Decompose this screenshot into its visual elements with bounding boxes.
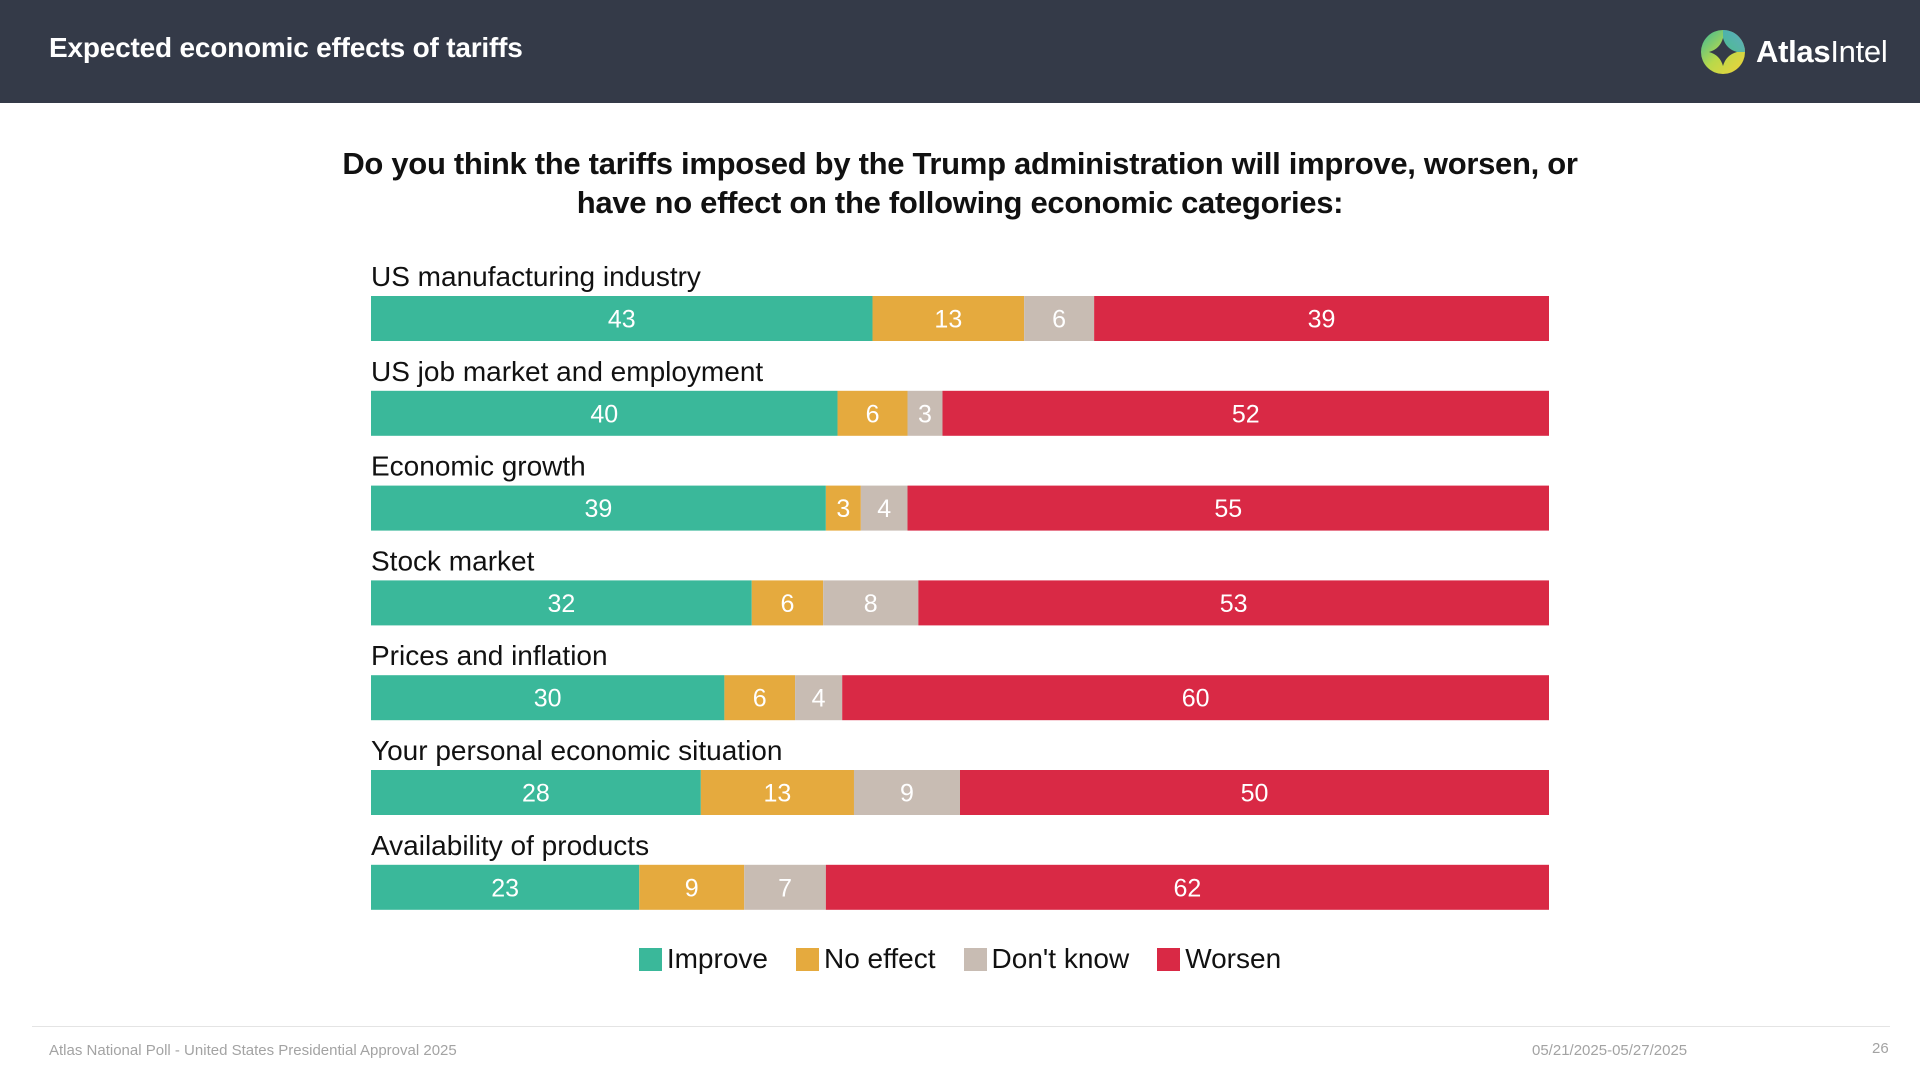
atlasintel-logo: AtlasIntel [1700, 28, 1888, 76]
bar-value-label: 13 [764, 780, 792, 808]
category-label: Stock market [371, 545, 535, 576]
bar-segment-worsen [1094, 296, 1549, 341]
bar-value-label: 6 [781, 590, 795, 618]
bar-segment-improve [371, 580, 752, 626]
category-label: US manufacturing industry [371, 261, 701, 292]
bar-value-label: 32 [547, 590, 575, 618]
bar-segment-improve [371, 390, 838, 436]
bar-segment-improve [371, 296, 873, 341]
logo-text-light: Intel [1830, 34, 1888, 69]
legend-item-dont-know: Don't know [963, 943, 1130, 975]
bar-segment-worsen [842, 675, 1549, 721]
bar-value-label: 28 [522, 780, 550, 808]
category-label: US job market and employment [371, 356, 763, 387]
bar-value-label: 52 [1232, 400, 1260, 428]
bar-value-label: 7 [778, 874, 792, 902]
bar-segment-worsen [825, 864, 1549, 910]
bar-segment-dont-know [823, 580, 919, 626]
legend-swatch [795, 947, 819, 971]
footer-divider [32, 1026, 1890, 1027]
bar-value-label: 6 [866, 400, 880, 428]
bar-segment-dont-know [744, 864, 826, 910]
bar-value-label: 3 [918, 400, 932, 428]
legend-label: Don't know [991, 943, 1130, 974]
bar-segment-dont-know [795, 675, 843, 721]
chart-legend: Improve No effect Don't know Worsen [0, 943, 1920, 975]
bar-value-label: 4 [877, 495, 891, 523]
bar-value-label: 9 [900, 780, 914, 808]
bar-segment-no-effect [825, 485, 861, 531]
bar-segment-worsen [942, 390, 1549, 436]
legend-swatch [638, 947, 662, 971]
bar-segment-improve [371, 675, 725, 721]
bar-segment-improve [371, 864, 640, 910]
legend-item-improve: Improve [638, 943, 768, 975]
bar-segment-no-effect [751, 580, 824, 626]
bar-value-label: 6 [753, 685, 767, 713]
bar-value-label: 23 [491, 874, 519, 902]
bar-value-label: 62 [1174, 874, 1202, 902]
page-title: Expected economic effects of tariffs [49, 32, 523, 63]
bar-segment-dont-know [907, 390, 943, 436]
legend-label: Improve [666, 943, 768, 974]
bar-segment-no-effect [872, 296, 1025, 341]
category-label: Availability of products [371, 830, 649, 861]
bar-segment-improve [371, 770, 701, 815]
bar-value-label: 53 [1220, 590, 1248, 618]
category-label: Your personal economic situation [371, 735, 782, 766]
legend-item-no-effect: No effect [795, 943, 936, 975]
bar-value-label: 4 [812, 685, 826, 713]
bar-value-label: 8 [864, 590, 878, 618]
bar-value-label: 6 [1052, 306, 1066, 334]
bar-value-label: 40 [590, 400, 618, 428]
logo-text: AtlasIntel [1756, 34, 1888, 70]
bar-value-label: 9 [685, 874, 699, 902]
bar-segment-worsen [960, 770, 1549, 815]
category-label: Economic growth [371, 451, 586, 482]
bar-segment-dont-know [1024, 296, 1095, 341]
bar-value-label: 39 [585, 495, 613, 523]
bar-value-label: 30 [534, 685, 562, 713]
bar-value-label: 43 [608, 306, 636, 334]
bar-segment-no-effect [837, 390, 908, 436]
bar-value-label: 55 [1214, 495, 1242, 523]
chart-title-line-2: have no effect on the following economic… [576, 185, 1344, 220]
bar-value-label: 50 [1241, 780, 1269, 808]
atlasintel-logo-icon [1701, 30, 1745, 74]
legend-swatch [963, 947, 987, 971]
bar-segment-no-effect [724, 675, 796, 721]
bar-value-label: 3 [836, 495, 850, 523]
footer-source: Atlas National Poll - United States Pres… [49, 1042, 457, 1059]
legend-item-worsen: Worsen [1157, 943, 1281, 975]
bar-value-label: 39 [1308, 306, 1336, 334]
bar-segment-worsen [918, 580, 1549, 626]
bar-segment-worsen [907, 485, 1549, 531]
chart-title-line-1: Do you think the tariffs imposed by the … [342, 146, 1578, 181]
bar-segment-no-effect [700, 770, 854, 815]
chart-title: Do you think the tariffs imposed by the … [330, 144, 1590, 222]
bar-segment-improve [371, 485, 826, 531]
bar-segment-dont-know [860, 485, 908, 531]
bar-value-label: 60 [1182, 685, 1210, 713]
logo-text-bold: Atlas [1756, 34, 1831, 69]
legend-swatch [1157, 947, 1181, 971]
bar-segment-no-effect [639, 864, 745, 910]
page-number: 26 [1872, 1040, 1889, 1057]
bar-segment-dont-know [853, 770, 960, 815]
footer-dates: 05/21/2025-05/27/2025 [1532, 1042, 1688, 1059]
legend-label: Worsen [1185, 943, 1282, 974]
legend-label: No effect [823, 943, 936, 974]
category-label: Prices and inflation [371, 640, 608, 671]
bar-value-label: 13 [934, 306, 962, 334]
header-bar: Expected economic effects of tariffs Atl… [0, 0, 1920, 103]
